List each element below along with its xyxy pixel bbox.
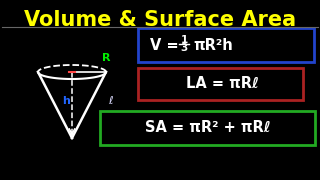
- FancyBboxPatch shape: [138, 68, 303, 100]
- FancyBboxPatch shape: [138, 28, 314, 62]
- Text: 3: 3: [180, 43, 188, 53]
- Text: V =: V =: [150, 37, 179, 53]
- Text: πR²h: πR²h: [193, 37, 233, 53]
- Text: 1: 1: [180, 35, 188, 45]
- Text: ℓ: ℓ: [108, 96, 113, 106]
- Text: Volume & Surface Area: Volume & Surface Area: [24, 10, 296, 30]
- Text: R: R: [102, 53, 110, 63]
- Text: h: h: [62, 96, 70, 106]
- Text: LA = πRℓ: LA = πRℓ: [186, 76, 259, 91]
- FancyBboxPatch shape: [100, 111, 315, 145]
- Text: SA = πR² + πRℓ: SA = πR² + πRℓ: [145, 120, 271, 136]
